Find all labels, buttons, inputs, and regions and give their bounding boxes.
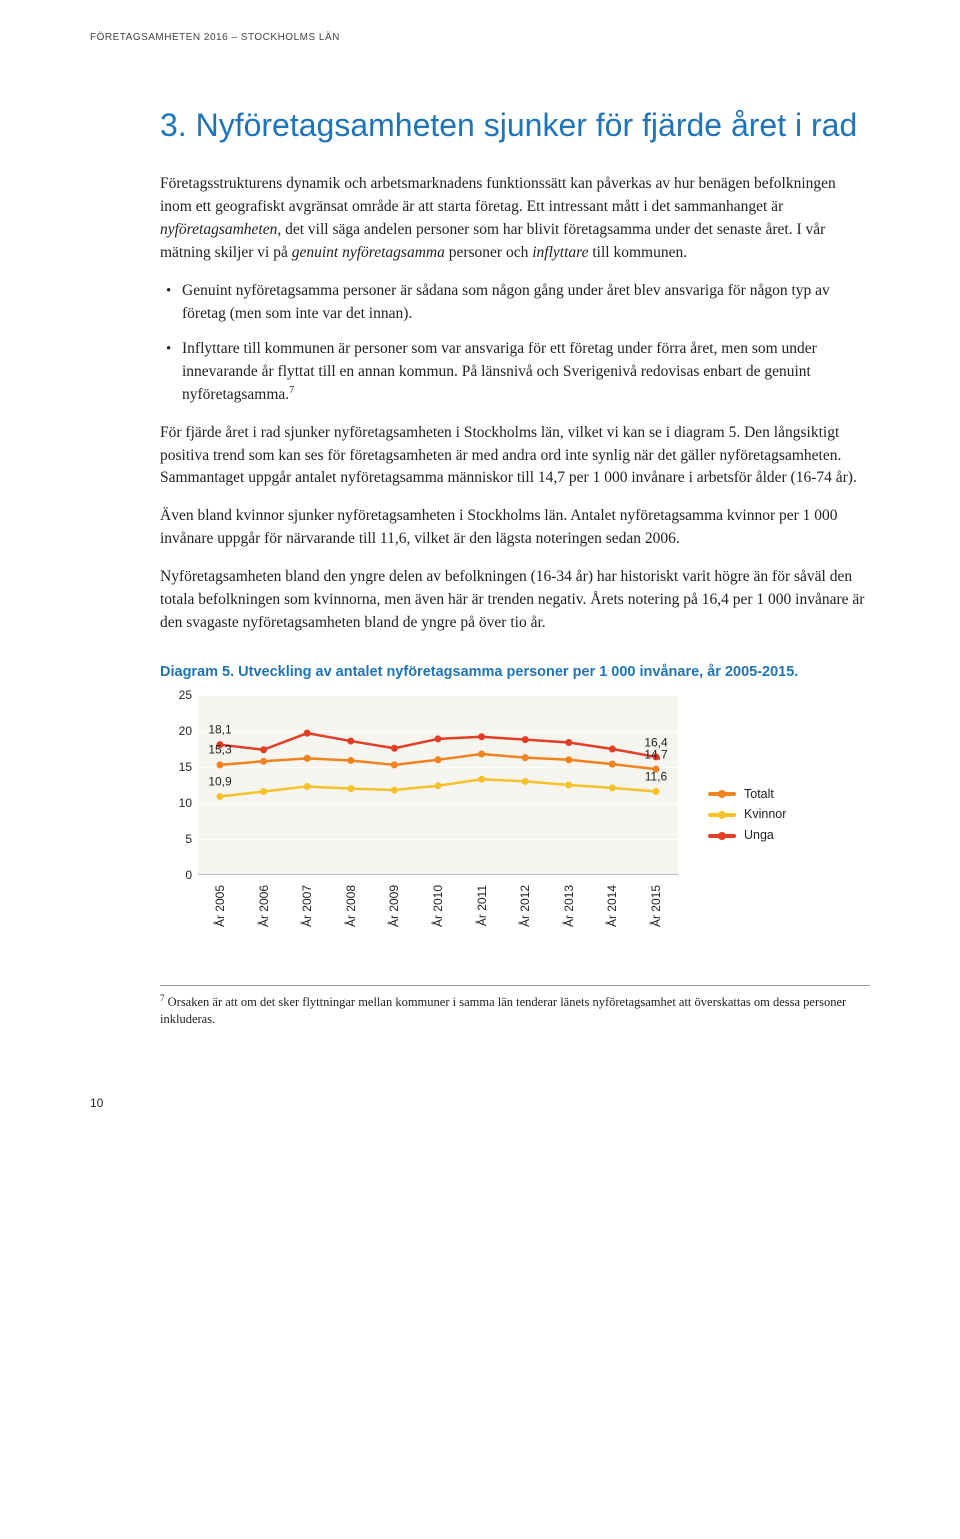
p1-em1: nyföretagsamheten [160, 221, 277, 238]
p1-em2: genuint nyföretagsamma [292, 244, 445, 261]
paragraph-3: Även bland kvinnor sjunker nyföretagsamh… [160, 505, 870, 551]
y-tick-label: 0 [160, 866, 192, 884]
running-head: FÖRETAGSAMHETEN 2016 – STOCKHOLMS LÄN [90, 30, 870, 45]
x-tick-label: År 2013 [560, 885, 578, 927]
point-label: 15,3 [208, 741, 231, 759]
point-label: 11,6 [645, 768, 667, 786]
paragraph-4: Nyföretagsamheten bland den yngre delen … [160, 566, 870, 635]
bullet-2: Inflyttare till kommunen är personer som… [160, 338, 870, 407]
p1-a: Företagsstrukturens dynamik och arbetsma… [160, 175, 836, 215]
point-label: 14,7 [644, 745, 667, 763]
x-tick-label: År 2007 [298, 885, 316, 927]
legend-label: Unga [744, 826, 774, 845]
point-label: 10,9 [208, 773, 231, 791]
point-label: 18,1 [208, 721, 231, 739]
x-tick-label: År 2008 [342, 885, 360, 927]
bullet-2-text: Inflyttare till kommunen är personer som… [182, 340, 817, 403]
x-tick-label: År 2009 [385, 885, 403, 927]
y-tick-label: 10 [160, 794, 192, 812]
legend-swatch [708, 813, 736, 817]
y-tick-label: 20 [160, 722, 192, 740]
x-axis: År 2005 År 2006 År 2007 År 2008 År 2009 År 20… [198, 881, 678, 925]
x-tick-label: År 2012 [516, 885, 534, 927]
diagram-title: Diagram 5. Utveckling av antalet nyföret… [160, 663, 870, 683]
x-tick-label: År 2014 [603, 885, 621, 927]
x-tick-label: År 2011 [473, 885, 491, 926]
x-tick-label: År 2005 [211, 885, 229, 927]
legend-label: Kvinnor [744, 805, 786, 824]
section-title: 3. Nyföretagsamheten sjunker för fjärde … [160, 105, 870, 145]
footnote-text: Orsaken är att om det sker flyttningar m… [160, 995, 846, 1026]
bullet-1: Genuint nyföretagsamma personer är sådan… [160, 280, 870, 326]
p1-em3: inflyttare [532, 244, 588, 261]
bullet-list: Genuint nyföretagsamma personer är sådan… [160, 280, 870, 407]
p1-g: till kommunen. [588, 244, 687, 261]
legend-item: Unga [708, 826, 786, 845]
legend-swatch [708, 792, 736, 796]
p1-e: personer och [445, 244, 532, 261]
footnote-ref-7: 7 [289, 385, 294, 396]
legend-label: Totalt [744, 785, 774, 804]
x-tick-label: År 2006 [255, 885, 273, 927]
y-tick-label: 5 [160, 830, 192, 848]
x-tick-label: År 2015 [647, 885, 665, 927]
footnote-rule [160, 985, 870, 986]
footnote-7: 7 Orsaken är att om det sker flyttningar… [160, 992, 870, 1028]
line-chart: 18,115,310,916,414,711,6 År 2005År 2006Å… [160, 695, 690, 925]
x-tick-label: År 2010 [429, 885, 447, 927]
legend-swatch [708, 834, 736, 838]
y-tick-label: 25 [160, 686, 192, 704]
legend-item: Kvinnor [708, 805, 786, 824]
page-number: 10 [0, 1094, 960, 1112]
intro-paragraph: Företagsstrukturens dynamik och arbetsma… [160, 173, 870, 265]
paragraph-2: För fjärde året i rad sjunker nyföretags… [160, 422, 870, 491]
y-tick-label: 15 [160, 758, 192, 776]
legend-item: Totalt [708, 785, 786, 804]
chart-legend: TotaltKvinnor Unga [708, 695, 786, 847]
plot-area: 18,115,310,916,414,711,6 [198, 695, 678, 875]
